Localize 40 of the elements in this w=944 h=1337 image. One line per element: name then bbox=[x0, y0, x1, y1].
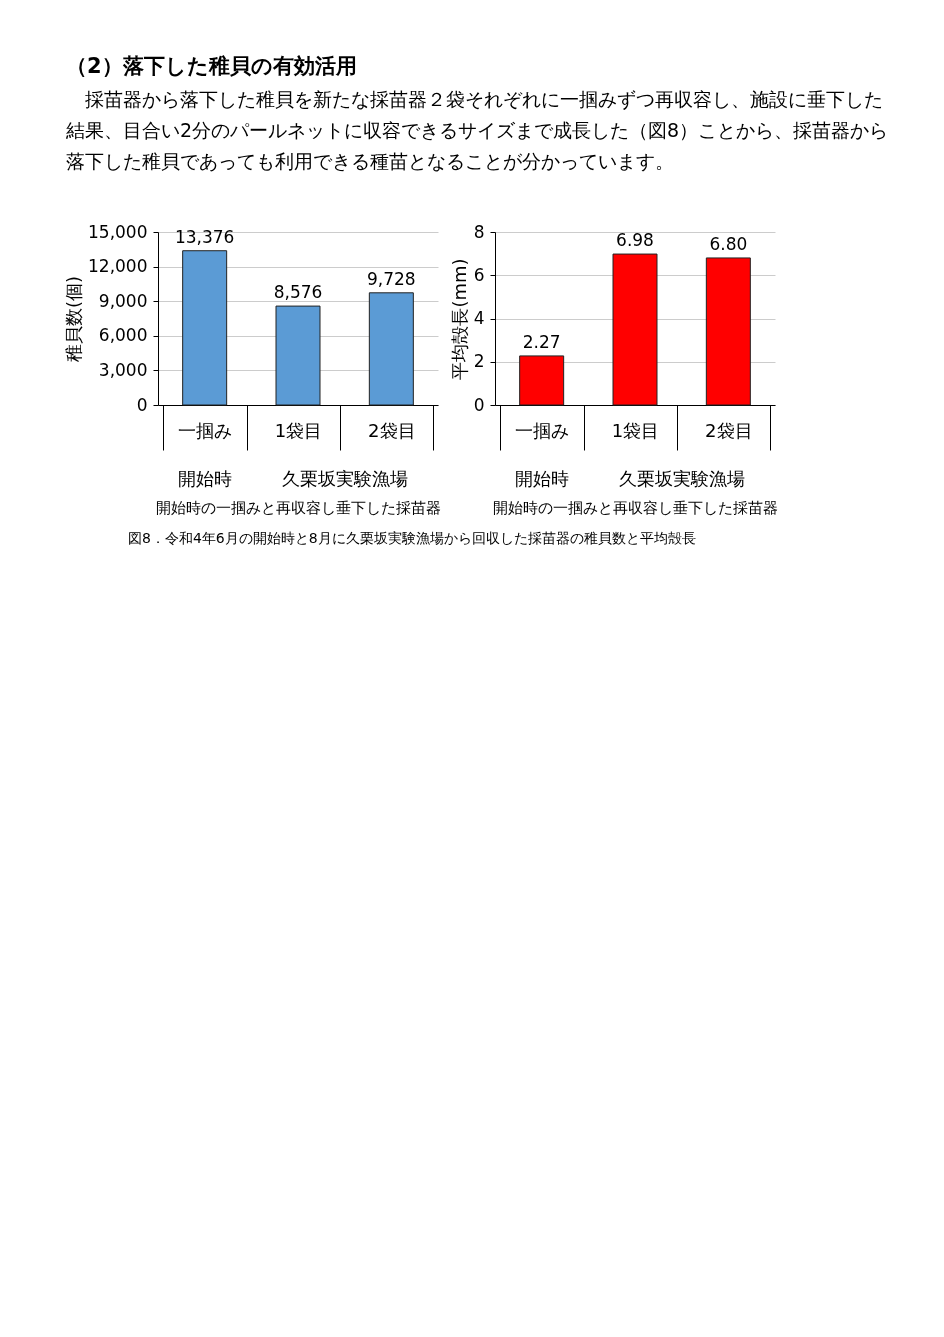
data-label: 8,576 bbox=[273, 282, 323, 303]
data-label: 6.98 bbox=[616, 230, 654, 251]
bar bbox=[705, 257, 751, 406]
bar bbox=[368, 292, 414, 406]
y-tick-label: 6,000 bbox=[98, 325, 148, 346]
text: 久栗坂実験漁場 bbox=[618, 468, 745, 489]
x-tick-label: 2袋目 bbox=[705, 419, 753, 441]
y-tick-label: 0 bbox=[136, 394, 148, 415]
x-tick-label: 一掴み bbox=[515, 419, 570, 441]
chart-title: （2）落下した稚貝の有効活用 bbox=[66, 53, 358, 80]
caption: 図8．令和4年6月の開始時と8月に久栗坂実験漁場から回収した採苗器の稚貝数と平均殻長 bbox=[128, 530, 696, 548]
y-tick-label: 6 bbox=[473, 264, 485, 285]
y-tick-label: 12,000 bbox=[88, 256, 148, 277]
y-tick-label: 15,000 bbox=[88, 221, 148, 242]
y-axis-title: 稚貝数(個) bbox=[63, 275, 85, 363]
text: 開始時の一掴みと再収容し垂下した採苗器 bbox=[155, 499, 441, 517]
y-tick-label: 4 bbox=[473, 308, 485, 328]
bar bbox=[275, 305, 321, 406]
text: 採苗器から落下した稚貝を新たな採苗器２袋それぞれに一掴みずつ再収容し、施設に垂下した結果、目合い2分のパールネットに収容できるサイズまで成長した（図8）ことから、採苗器から落下した稚貝であっても利用できる種苗となることが分かっています。 bbox=[66, 87, 890, 174]
y-tick-label: 2 bbox=[473, 351, 485, 372]
y-tick-label: 9,000 bbox=[98, 290, 148, 311]
data-label: 13,376 bbox=[174, 226, 235, 247]
text: 開始時の一掴みと再収容し垂下した採苗器 bbox=[492, 499, 778, 517]
data-label: 2.27 bbox=[522, 331, 561, 352]
data-label: 6.80 bbox=[709, 233, 748, 254]
text: 久栗坂実験漁場 bbox=[281, 468, 408, 489]
text: 開始時 bbox=[177, 468, 232, 489]
y-tick-label: 8 bbox=[473, 221, 485, 242]
data-label: 9,728 bbox=[367, 268, 416, 289]
x-tick-label: 2袋目 bbox=[368, 419, 416, 441]
x-tick-label: 一掴み bbox=[178, 419, 233, 441]
x-tick-label: 1袋目 bbox=[274, 419, 323, 441]
bar bbox=[182, 250, 228, 406]
bar bbox=[519, 355, 565, 406]
y-tick-label: 0 bbox=[473, 394, 485, 415]
text: 開始時 bbox=[514, 468, 569, 489]
y-axis-title: 平均殻長(mm) bbox=[448, 258, 470, 380]
bar bbox=[612, 253, 658, 406]
y-tick-label: 3,000 bbox=[98, 359, 148, 380]
x-tick-label: 1袋目 bbox=[611, 419, 660, 441]
